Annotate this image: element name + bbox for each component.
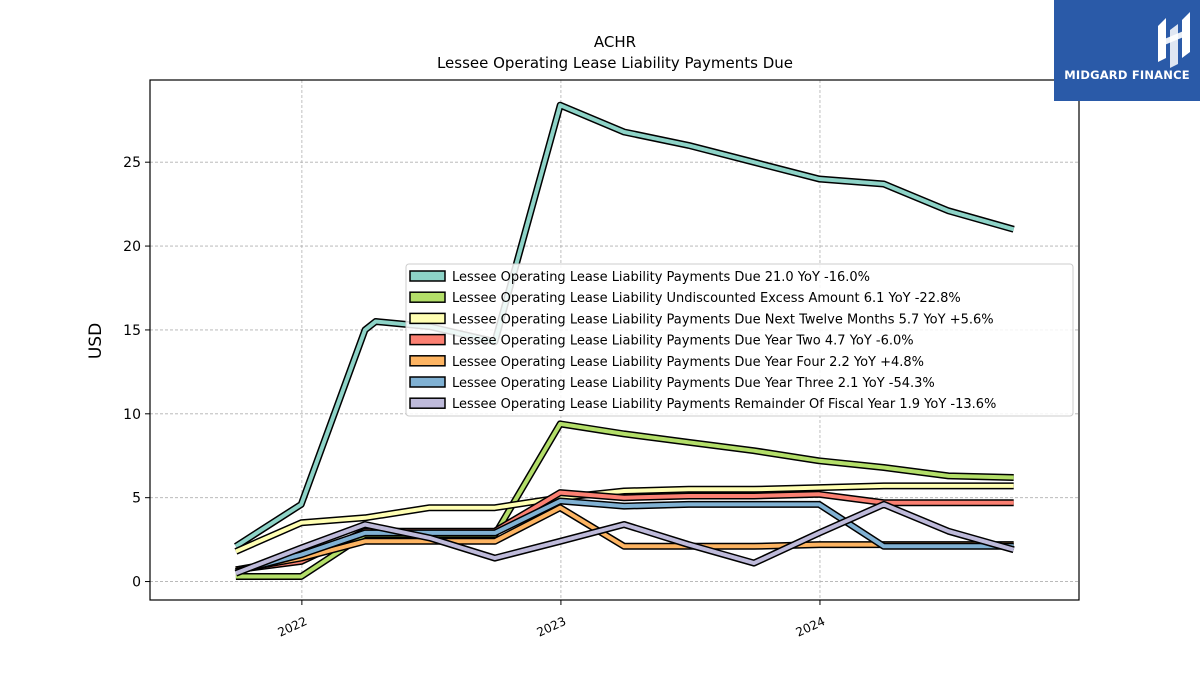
legend-swatch-6 <box>409 397 446 409</box>
logo-text: MIDGARD FINANCE <box>1064 68 1190 82</box>
series-line-0 <box>234 103 1015 548</box>
legend-label-6: Lessee Operating Lease Liability Payment… <box>452 397 996 412</box>
x-tick-label: 2022 <box>276 614 310 640</box>
y-tick-label: 10 <box>123 407 141 423</box>
y-tick-label: 25 <box>123 155 141 171</box>
series-line-6 <box>235 502 1015 576</box>
y-tick-label: 20 <box>123 239 141 255</box>
legend-box <box>405 263 1074 417</box>
midgard-finance-logo: MIDGARD FINANCE <box>1054 0 1200 101</box>
midgard-logo-icon <box>1158 12 1190 68</box>
y-axis-label: USD <box>86 323 106 359</box>
legend-label-5: Lessee Operating Lease Liability Payment… <box>452 376 935 391</box>
legend: Lessee Operating Lease Liability Payment… <box>405 263 1074 417</box>
plot-frame <box>149 79 1080 601</box>
chart-subtitle: Lessee Operating Lease Liability Payment… <box>437 54 793 72</box>
y-tick-label: 15 <box>123 323 141 339</box>
series-lines <box>234 101 1015 580</box>
legend-swatch-2 <box>409 312 446 325</box>
legend-label-1: Lessee Operating Lease Liability Undisco… <box>452 291 961 306</box>
series-line-2 <box>235 483 1014 554</box>
legend-swatch-4 <box>409 355 446 367</box>
chart-title: ACHR <box>594 33 636 51</box>
legend-swatch-5 <box>409 376 446 388</box>
legend-label-4: Lessee Operating Lease Liability Payment… <box>452 355 924 370</box>
legend-label-2: Lessee Operating Lease Liability Payment… <box>452 312 994 327</box>
legend-swatch-3 <box>409 333 446 346</box>
y-tick-label: 5 <box>132 491 141 507</box>
legend-label-3: Lessee Operating Lease Liability Payment… <box>452 334 914 349</box>
x-tick-label: 2023 <box>535 614 569 640</box>
series-line-5 <box>235 499 1014 574</box>
legend-swatch-0 <box>409 270 446 282</box>
legend-label-0: Lessee Operating Lease Liability Payment… <box>452 270 870 285</box>
y-tick-label: 0 <box>132 575 141 591</box>
x-tick-label: 2024 <box>794 614 828 640</box>
legend-swatch-1 <box>409 291 446 303</box>
